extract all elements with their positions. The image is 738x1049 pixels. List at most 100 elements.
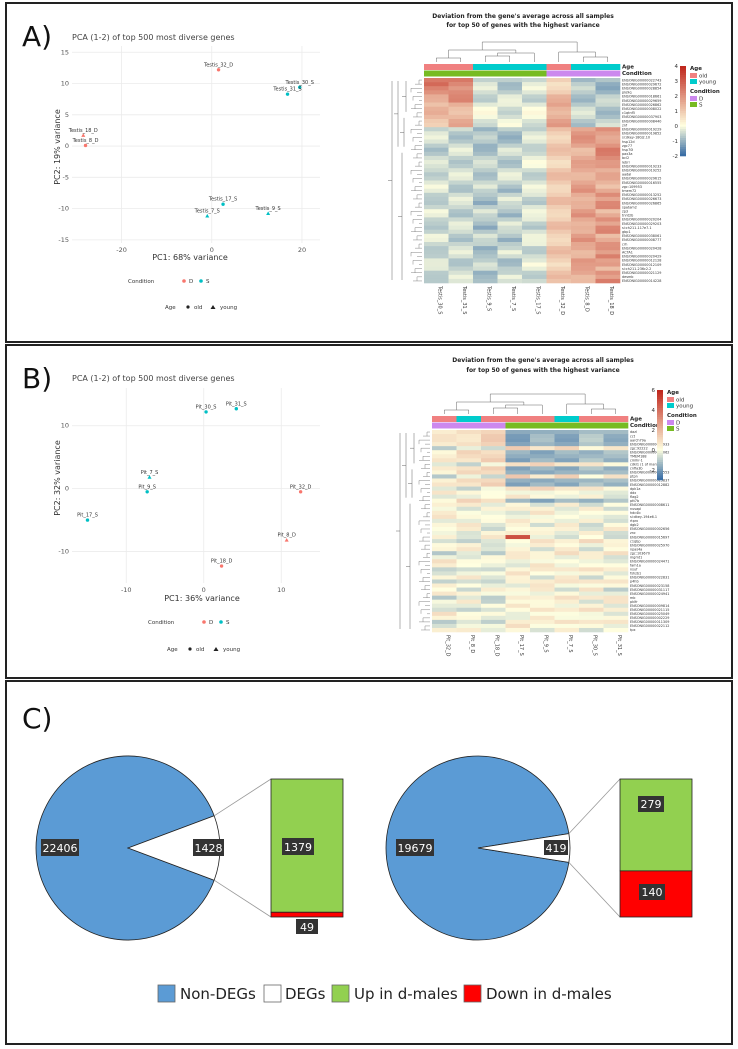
- hm-b-cell: [432, 474, 457, 479]
- hm-b-cell: [481, 498, 506, 504]
- hm-a-age-cell: [473, 64, 498, 70]
- hm-b-cell: [530, 563, 555, 568]
- hm-a-cell: [595, 217, 621, 222]
- hm-a-cell: [595, 176, 621, 181]
- hm-b-cell: [505, 559, 531, 564]
- hm-b-cell: [530, 430, 555, 435]
- hm-a-cell: [595, 188, 621, 194]
- hm-b-cell: [481, 539, 506, 544]
- hm-a-cell: [595, 213, 621, 218]
- hm-b-cell: [530, 454, 555, 459]
- hm-b-colorbar-step: [657, 432, 663, 436]
- hm-a-gene-label: ENSONIG00000012109: [622, 263, 661, 267]
- hm-a-colorbar-step: [680, 144, 686, 148]
- hm-a-cell: [473, 217, 498, 222]
- hm-a-cell: [546, 246, 572, 251]
- hm-b-cell: [554, 611, 580, 617]
- hm-b-cell: [530, 575, 555, 580]
- hm-b-cell: [481, 470, 506, 475]
- hm-a-cell: [473, 78, 498, 83]
- hm-b-cell: [505, 627, 531, 633]
- hm-b-sample-label: Pit_9_S: [542, 635, 548, 653]
- hm-b-cell: [603, 575, 629, 580]
- hm-a-colorbar-step: [680, 77, 686, 80]
- hm-b-cell: [505, 522, 531, 528]
- hm-b-cell: [505, 619, 531, 625]
- hm-b-gene-label: ENSONIG00000024941: [630, 592, 669, 596]
- hm-b-cell: [432, 623, 457, 629]
- hm-a-cell: [424, 246, 449, 251]
- hm-a-colorbar-tick: 1: [675, 109, 679, 115]
- hm-b-gene-label: ENSONIG00000015697: [630, 535, 669, 539]
- hm-a-cell: [473, 135, 498, 140]
- hm-b-cell: [481, 563, 506, 568]
- hm-a-gene-label: ENSONIG00000019233: [622, 164, 661, 168]
- hm-a-gene-label: ENSONIG00000026865: [622, 201, 661, 205]
- hm-b-cell: [579, 438, 604, 443]
- pie-left-up-label: 1379: [284, 841, 312, 854]
- hm-b-colorbar-step: [657, 441, 663, 445]
- legend-degs-swatch: [263, 984, 282, 1003]
- hm-b-cell: [456, 478, 482, 483]
- hm-b-gene-label: dgb2: [630, 523, 639, 527]
- hm-b-age-cell: [579, 416, 604, 422]
- hm-b-cell: [432, 579, 457, 584]
- pie-right-deg-label: 419: [546, 842, 567, 855]
- hm-a-cell: [448, 172, 474, 177]
- hm-a-cell: [448, 119, 474, 124]
- hm-b-cell: [432, 599, 457, 605]
- hm-b-cell: [579, 571, 604, 576]
- hm-b-legend-old-swatch: [667, 397, 674, 402]
- hm-b-cell: [579, 531, 604, 536]
- hm-b-cell: [505, 571, 531, 576]
- hm-a-cell: [546, 258, 572, 263]
- hm-a-colorbar-step: [680, 99, 686, 103]
- hm-a-colorbar-step: [680, 108, 686, 112]
- hm-b-cell: [554, 571, 580, 576]
- hm-b-cell: [579, 555, 604, 560]
- hm-b-sample-label: Pit_31_S: [616, 635, 622, 656]
- hm-a-cell: [571, 205, 596, 210]
- hm-a-cell: [448, 188, 474, 194]
- hm-a-cell: [448, 237, 474, 243]
- hm-a-legend-old: old: [699, 74, 707, 80]
- hm-a-colorbar-step: [680, 142, 686, 146]
- hm-b-cell: [432, 611, 457, 617]
- hm-b-cell: [481, 619, 506, 625]
- hm-b-age-cell: [603, 416, 629, 422]
- hm-b-gene-label: zgc:92222: [630, 446, 648, 450]
- hm-b-colorbar-step: [657, 421, 663, 425]
- hm-a-colorbar-step: [680, 149, 686, 152]
- pca-b-point: [234, 407, 238, 411]
- hm-a-cell: [473, 123, 498, 128]
- hm-a-cell: [424, 242, 449, 247]
- hm-b-cell: [481, 555, 506, 560]
- hm-a-cell: [473, 102, 498, 107]
- hm-a-cell: [595, 205, 621, 210]
- hm-b-colorbar-step: [657, 414, 663, 418]
- hm-b-legend-young: young: [676, 404, 693, 410]
- hm-a-cell: [546, 196, 572, 202]
- hm-a-gene-label: tmem72: [622, 189, 636, 193]
- hm-a-colorbar-step: [680, 129, 686, 132]
- hm-a-cell: [497, 102, 523, 107]
- hm-b-cell: [603, 522, 629, 528]
- hm-b-cell: [432, 466, 457, 471]
- hm-a-cell: [473, 266, 498, 271]
- hm-a-cell: [473, 254, 498, 259]
- hm-b-gene-label: ENSONIG00000011309: [630, 620, 669, 624]
- hm-b-cell: [505, 434, 531, 439]
- hm-a-cell: [595, 131, 621, 136]
- hm-a-cell: [522, 119, 547, 124]
- pca-a-xlabel: PC1: 68% variance: [152, 253, 228, 262]
- hm-a-cell: [571, 102, 596, 107]
- hm-a-cell: [497, 78, 523, 83]
- hm-a-cell: [424, 164, 449, 169]
- hm-b-gene-label: cnfla3b: [630, 467, 643, 471]
- hm-a-colorbar-step: [680, 97, 686, 101]
- hm-a-age-cell: [546, 64, 572, 70]
- hm-a-cell: [571, 201, 596, 206]
- hm-a-cell: [448, 123, 474, 128]
- hm-a-cell: [424, 172, 449, 177]
- hm-a-cell: [595, 94, 621, 99]
